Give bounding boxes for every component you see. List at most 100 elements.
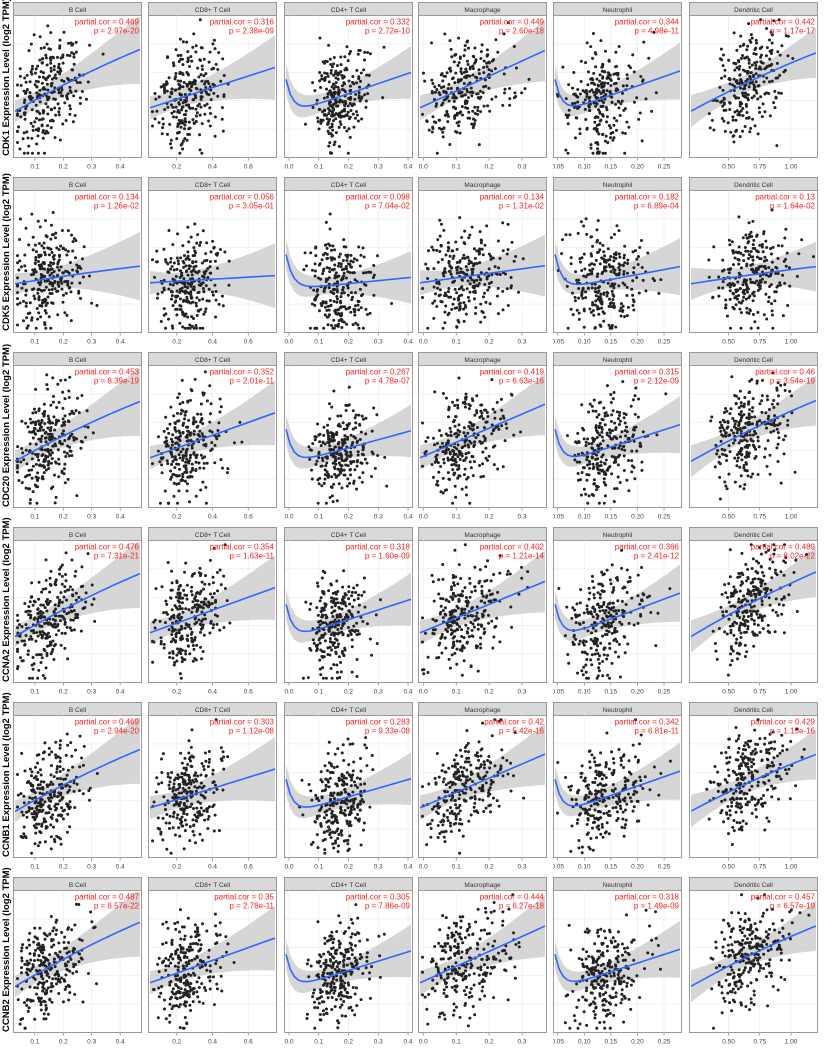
data-point: [66, 284, 69, 287]
data-point: [338, 453, 341, 456]
data-point: [186, 482, 189, 485]
data-point: [36, 288, 39, 291]
data-point: [748, 221, 751, 224]
data-point: [343, 108, 346, 111]
data-point: [486, 104, 489, 107]
data-point: [59, 245, 62, 248]
data-point: [202, 313, 205, 316]
data-point: [597, 251, 600, 254]
data-point: [87, 426, 90, 429]
data-point: [624, 132, 627, 135]
data-point: [740, 474, 743, 477]
data-point: [570, 256, 573, 259]
data-point: [179, 412, 182, 415]
data-point: [51, 485, 54, 488]
data-point: [591, 301, 594, 304]
data-point: [621, 131, 624, 134]
data-point: [470, 87, 473, 90]
data-point: [209, 124, 212, 127]
data-point: [776, 460, 779, 463]
data-point: [729, 327, 732, 330]
data-point: [193, 433, 196, 436]
data-point: [714, 465, 717, 468]
data-point: [61, 301, 64, 304]
data-point: [238, 421, 241, 424]
data-point: [334, 85, 337, 88]
data-point: [637, 255, 640, 258]
data-point: [438, 119, 441, 122]
data-point: [490, 432, 493, 435]
data-point: [750, 250, 753, 253]
x-tick-label: 0.50: [722, 339, 735, 346]
data-point: [348, 403, 351, 406]
data-point: [208, 421, 211, 424]
data-point: [444, 98, 447, 101]
data-point: [722, 280, 725, 283]
data-point: [182, 299, 185, 302]
data-point: [381, 96, 384, 99]
data-point: [640, 461, 643, 464]
data-point: [463, 76, 466, 79]
data-point: [619, 114, 622, 117]
data-point: [38, 423, 41, 426]
data-point: [615, 119, 618, 122]
data-point: [314, 254, 317, 257]
data-point: [187, 419, 190, 422]
data-point: [482, 71, 485, 74]
data-point: [584, 118, 587, 121]
data-point: [44, 102, 47, 105]
data-point: [587, 287, 590, 290]
data-point: [742, 296, 745, 299]
data-point: [47, 47, 50, 50]
data-point: [186, 448, 189, 451]
data-point: [226, 471, 229, 474]
data-point: [72, 120, 75, 123]
data-point: [349, 96, 352, 99]
data-point: [328, 417, 331, 420]
data-point: [18, 148, 21, 151]
data-point: [744, 95, 747, 98]
x-tick-label: 0.05: [553, 339, 564, 346]
data-point: [768, 80, 771, 83]
data-point: [436, 453, 439, 456]
data-point: [200, 454, 203, 457]
data-point: [606, 384, 609, 387]
data-point: [359, 288, 362, 291]
data-point: [166, 459, 169, 462]
data-point: [372, 406, 375, 409]
data-point: [494, 38, 497, 41]
data-point: [575, 116, 578, 119]
data-point: [53, 65, 56, 68]
data-point: [604, 50, 607, 53]
data-point: [765, 54, 768, 57]
data-point: [594, 65, 597, 68]
data-point: [60, 288, 63, 291]
data-point: [55, 419, 58, 422]
data-point: [167, 432, 170, 435]
data-point: [216, 267, 219, 270]
data-point: [368, 74, 371, 77]
data-point: [583, 466, 586, 469]
data-point: [42, 129, 45, 132]
data-point: [19, 67, 22, 70]
data-point: [603, 84, 606, 87]
data-point: [48, 292, 51, 295]
data-point: [57, 110, 60, 113]
data-point: [453, 404, 456, 407]
data-point: [447, 296, 450, 299]
data-point: [25, 462, 28, 465]
data-point: [750, 71, 753, 74]
data-point: [372, 264, 375, 267]
data-point: [601, 152, 604, 155]
data-point: [61, 229, 64, 232]
partial-cor-label: partial.cor = 0.344: [615, 18, 680, 27]
data-point: [189, 470, 192, 473]
data-point: [604, 423, 607, 426]
data-point: [597, 447, 600, 450]
data-point: [711, 119, 714, 122]
data-point: [214, 115, 217, 118]
data-point: [625, 294, 628, 297]
data-point: [722, 64, 725, 67]
data-point: [186, 282, 189, 285]
